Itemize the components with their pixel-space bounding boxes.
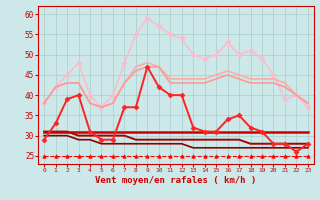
X-axis label: Vent moyen/en rafales ( km/h ): Vent moyen/en rafales ( km/h ) [95, 176, 257, 185]
